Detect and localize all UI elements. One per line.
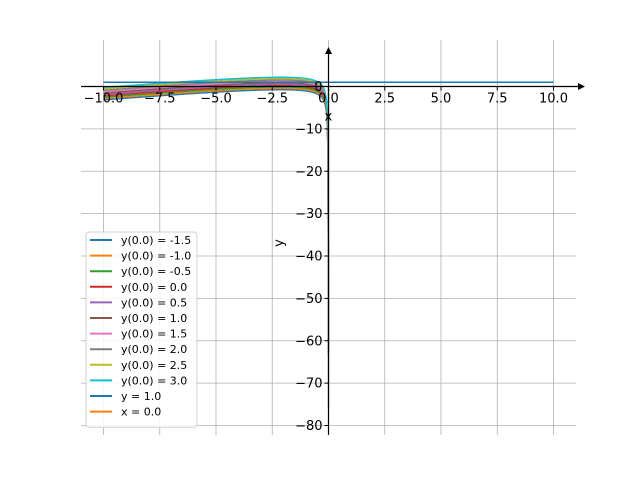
legend-label-2: y(0.0) = -0.5 bbox=[121, 265, 191, 278]
y-tick-label-1: −10 bbox=[295, 122, 322, 137]
legend-label-4: y(0.0) = 0.5 bbox=[121, 296, 187, 309]
x-tick-label-3: −2.5 bbox=[256, 92, 288, 107]
legend-label-7: y(0.0) = 2.0 bbox=[121, 343, 187, 356]
x-tick-label-5: 2.5 bbox=[374, 92, 395, 107]
x-tick-label-1: −7.5 bbox=[144, 92, 176, 107]
x-tick-label-2: −5.0 bbox=[200, 92, 232, 107]
x-axis-arrow bbox=[578, 83, 585, 90]
y-tick-label-0: 0 bbox=[314, 80, 322, 95]
y-tick-label-4: −40 bbox=[295, 250, 322, 265]
legend-label-10: y = 1.0 bbox=[121, 390, 161, 403]
legend-label-5: y(0.0) = 1.0 bbox=[121, 312, 187, 325]
y-tick-label-3: −30 bbox=[295, 207, 322, 222]
legend-label-11: x = 0.0 bbox=[121, 406, 161, 419]
y-axis-arrow bbox=[325, 47, 332, 54]
y-tick-label-6: −60 bbox=[295, 334, 322, 349]
legend-label-3: y(0.0) = 0.0 bbox=[121, 281, 187, 294]
y-tick-label-7: −70 bbox=[295, 377, 322, 392]
legend-label-8: y(0.0) = 2.5 bbox=[121, 359, 187, 372]
y-tick-label-8: −80 bbox=[295, 419, 322, 434]
x-tick-label-8: 10.0 bbox=[539, 92, 568, 107]
legend-label-9: y(0.0) = 3.0 bbox=[121, 374, 187, 387]
legend-label-0: y(0.0) = -1.5 bbox=[121, 234, 191, 247]
legend: y(0.0) = -1.5 y(0.0) = -1.0 y(0.0) = -0.5 y… bbox=[85, 231, 198, 428]
y-tick-label-5: −50 bbox=[295, 292, 322, 307]
x-axis-label: x bbox=[325, 110, 333, 125]
x-tick-label-6: 5.0 bbox=[431, 92, 452, 107]
legend-frame bbox=[85, 231, 198, 428]
x-tick-label-0: −10.0 bbox=[84, 92, 124, 107]
x-tick-label-7: 7.5 bbox=[487, 92, 508, 107]
x-tick-label-4: 0.0 bbox=[318, 92, 339, 107]
y-axis-label: y bbox=[272, 239, 287, 247]
legend-label-1: y(0.0) = -1.0 bbox=[121, 250, 191, 263]
legend-label-6: y(0.0) = 1.5 bbox=[121, 328, 187, 341]
ticks: −10.0 −7.5 −5.0 −2.5 0.0 2.5 5.0 7.5 10.0 0 −10 −20… bbox=[84, 80, 568, 434]
y-tick-label-2: −20 bbox=[295, 165, 322, 180]
series-line-9 bbox=[103, 76, 330, 343]
